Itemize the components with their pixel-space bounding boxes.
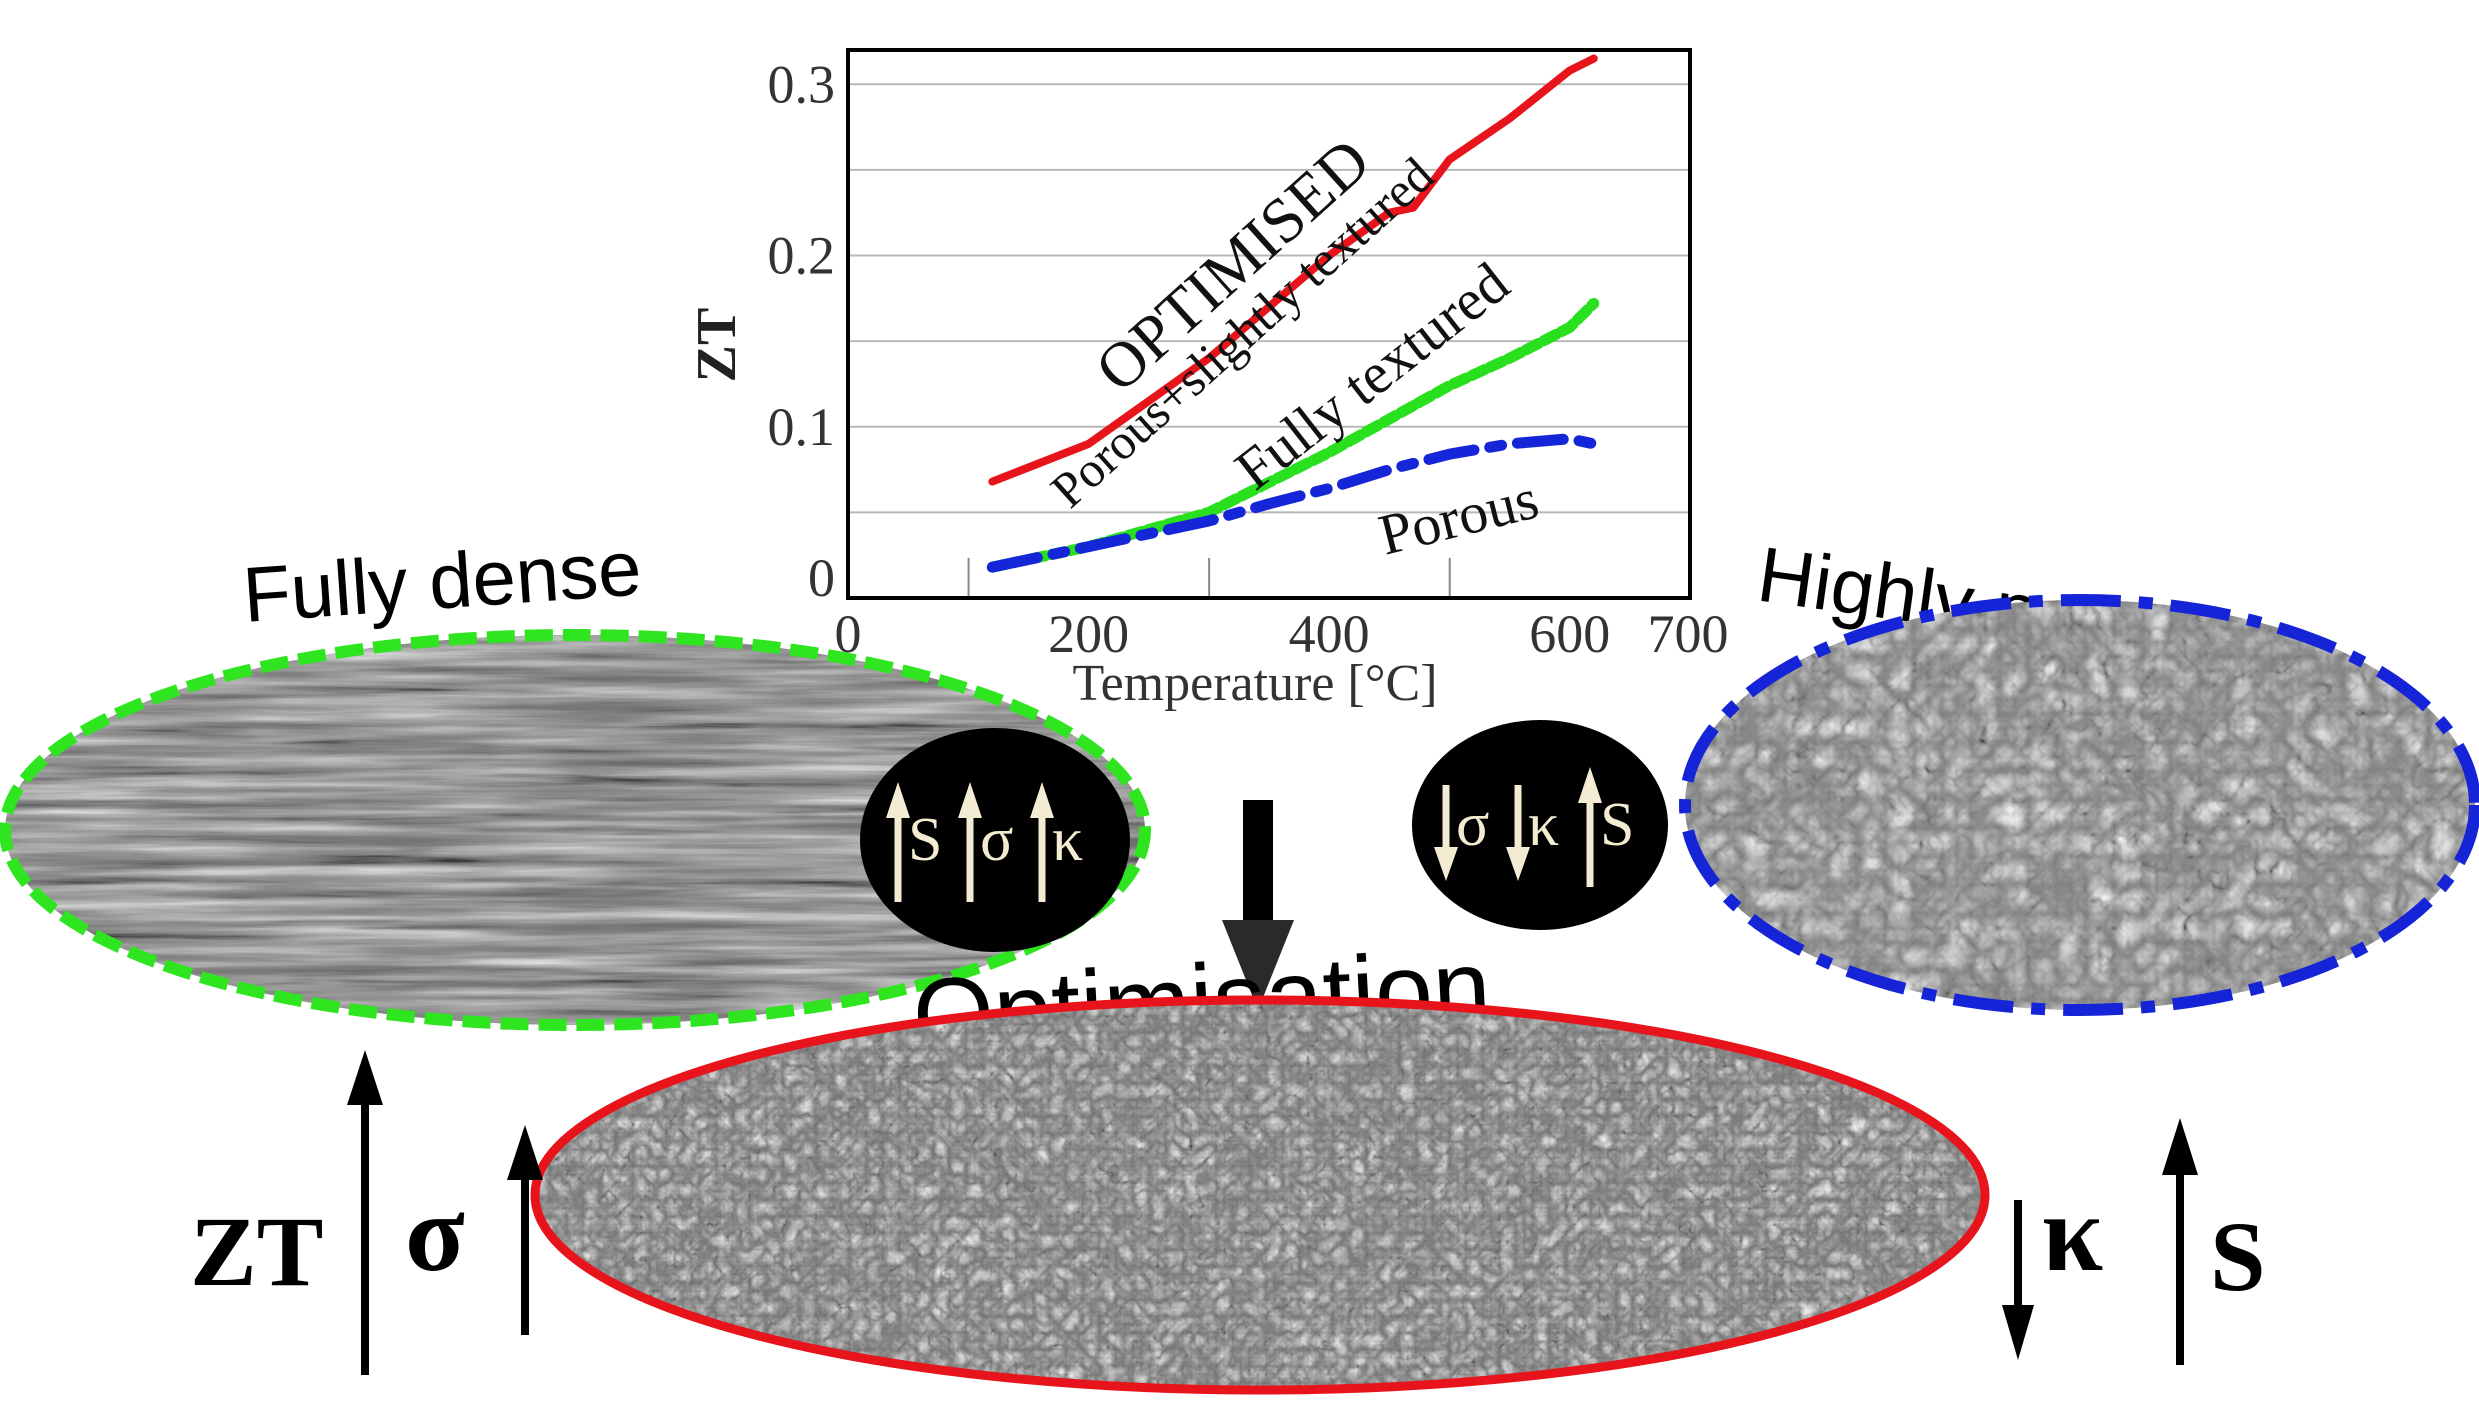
- y-tick-labels: 0 0.1 0.2 0.3: [768, 54, 836, 608]
- down-arrow-icon: [1434, 785, 1458, 881]
- optimised-sample: Optimisation: [530, 929, 1990, 1395]
- fully-dense-border: [0, 629, 1151, 1031]
- y-tick-label: 0.1: [768, 397, 836, 457]
- x-tick-label: 700: [1648, 604, 1729, 664]
- badge-symbol: κ: [1528, 791, 1559, 859]
- sigma-label: σ: [405, 1172, 465, 1294]
- highly-porous-border: [1679, 594, 2479, 1016]
- chart-grid: [848, 83, 1690, 598]
- up-arrow-icon: [886, 782, 910, 902]
- y-tick-label: 0.3: [768, 54, 836, 114]
- badge-symbol: σ: [980, 806, 1013, 874]
- zt-label: ZT: [190, 1196, 323, 1307]
- fully-dense-title: Fully dense: [240, 523, 644, 639]
- chart-frame: [846, 48, 1692, 600]
- zt-chart: 0 0.1 0.2 0.3 0 200 400 600 700 ZT Temperature …: [686, 48, 1729, 712]
- optimised-sem-image: [535, 1000, 1985, 1390]
- x-tick-label: 400: [1289, 604, 1370, 664]
- up-arrow-icon: [507, 1125, 543, 1335]
- down-arrow-icon: [1506, 785, 1530, 881]
- series-line-1: [988, 54, 1598, 486]
- y-axis-label: ZT: [686, 308, 748, 383]
- x-tick-label: 600: [1529, 604, 1610, 664]
- series-line-3: [986, 433, 1600, 573]
- up-arrow-icon: [347, 1050, 383, 1375]
- x-axis-label: Temperature [°C]: [1072, 655, 1437, 712]
- y-tick-label: 0: [808, 548, 835, 608]
- badge-symbol: σ: [1456, 791, 1489, 859]
- optimised-properties: ZT σ κ S: [190, 1050, 2266, 1375]
- down-arrow-icon: [1222, 800, 1294, 1010]
- optimised-border: [530, 995, 1990, 1395]
- highly-porous-sem-image: [1685, 600, 2475, 1010]
- badge-symbol: S: [908, 806, 942, 874]
- up-arrow-icon: [958, 782, 982, 902]
- annotation-porous: Porous: [1372, 466, 1544, 568]
- up-arrow-icon: [2162, 1118, 2198, 1365]
- badge-symbol: S: [1600, 791, 1634, 859]
- x-tick-label: 200: [1048, 604, 1129, 664]
- down-arrow-icon: [2002, 1200, 2034, 1360]
- s-label: S: [2210, 1201, 2266, 1312]
- y-tick-label: 0.2: [768, 226, 836, 286]
- chart-series: [986, 54, 1600, 573]
- kappa-label: κ: [2042, 1172, 2103, 1294]
- badge-symbol: κ: [1052, 806, 1083, 874]
- up-arrow-icon: [1578, 767, 1602, 887]
- highly-porous-sample: Highly porous σκS: [1412, 530, 2479, 1016]
- up-arrow-icon: [1030, 782, 1054, 902]
